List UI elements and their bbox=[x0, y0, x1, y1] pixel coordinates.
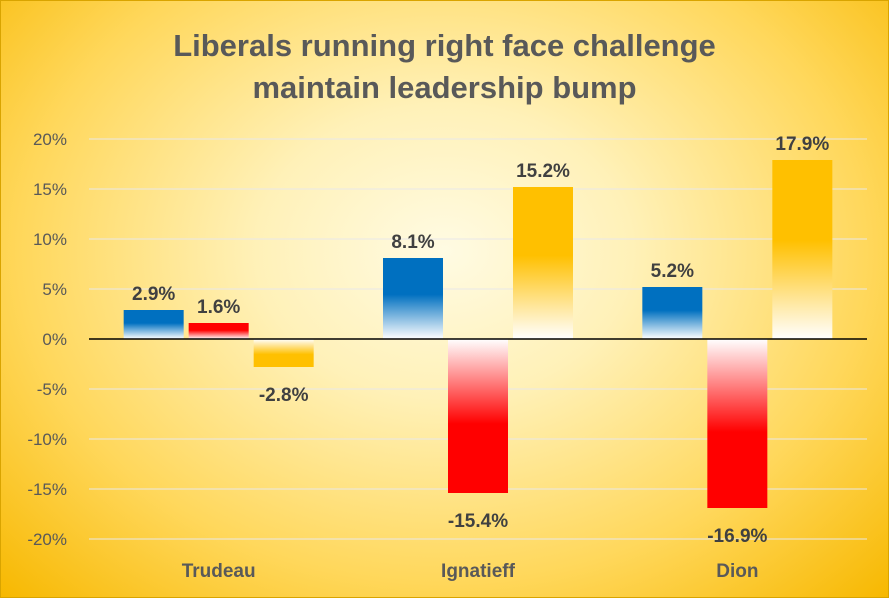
data-labels: 2.9% 1.6% -2.8% 8.1% -15.4% 15.2% 5.2% -16.9% 17… bbox=[132, 134, 829, 547]
chart-title-line-2: maintain leadership bump bbox=[252, 70, 637, 105]
bar-series-3-dion bbox=[772, 160, 833, 339]
y-tick-label: 15% bbox=[33, 180, 67, 199]
bar-series-3-trudeau bbox=[253, 339, 314, 367]
chart-title-line-1: Liberals running right face challenge bbox=[173, 28, 716, 63]
y-tick-label: 10% bbox=[33, 230, 67, 249]
data-label: -16.9% bbox=[707, 526, 767, 547]
y-tick-label: 5% bbox=[42, 280, 67, 299]
category-labels: Trudeau Ignatieff Dion bbox=[182, 561, 759, 582]
data-label: -15.4% bbox=[448, 511, 508, 532]
y-tick-label: -5% bbox=[37, 380, 67, 399]
y-tick-label: -10% bbox=[27, 430, 67, 449]
bar-series-2-trudeau bbox=[188, 323, 249, 339]
y-tick-label: 0% bbox=[42, 330, 67, 349]
y-tick-label: -15% bbox=[27, 480, 67, 499]
data-label: 8.1% bbox=[391, 232, 434, 253]
category-label-dion: Dion bbox=[716, 561, 758, 582]
category-label-ignatieff: Ignatieff bbox=[441, 561, 516, 582]
bar-series-2-ignatieff bbox=[448, 339, 508, 493]
y-tick-label: 20% bbox=[33, 130, 67, 149]
bar-series-2-dion bbox=[707, 339, 768, 508]
data-label: -2.8% bbox=[259, 385, 309, 406]
data-label: 2.9% bbox=[132, 284, 175, 305]
data-label: 17.9% bbox=[775, 134, 829, 155]
y-tick-label: -20% bbox=[27, 530, 67, 549]
chart-title: Liberals running right face challenge ma… bbox=[1, 25, 888, 109]
data-label: 15.2% bbox=[516, 161, 570, 182]
category-label-trudeau: Trudeau bbox=[182, 561, 256, 582]
data-label: 5.2% bbox=[651, 261, 694, 282]
bar-series-3-ignatieff bbox=[513, 187, 573, 339]
y-axis-ticks: 20% 15% 10% 5% 0% -5% -10% -15% -20% bbox=[27, 130, 67, 549]
bar-series-1-trudeau bbox=[123, 310, 184, 339]
bar-series-1-ignatieff bbox=[383, 258, 443, 339]
data-label: 1.6% bbox=[197, 297, 240, 318]
bars bbox=[123, 160, 833, 508]
bar-series-1-dion bbox=[642, 287, 703, 339]
